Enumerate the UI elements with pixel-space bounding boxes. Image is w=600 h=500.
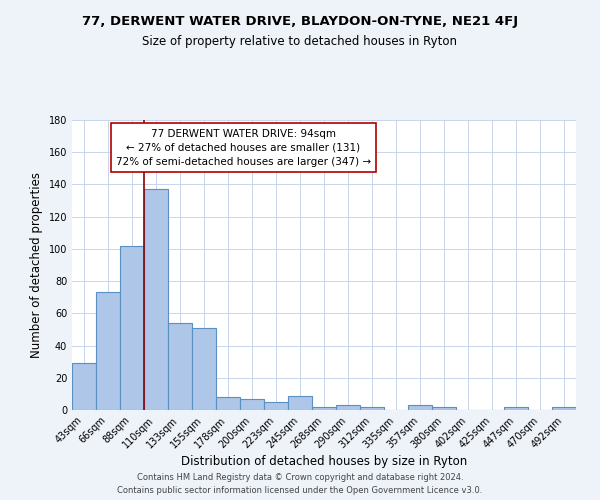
Bar	[288, 396, 312, 410]
Bar	[504, 407, 528, 410]
Bar	[432, 407, 456, 410]
Bar	[408, 405, 432, 410]
Bar	[72, 364, 96, 410]
X-axis label: Distribution of detached houses by size in Ryton: Distribution of detached houses by size …	[181, 456, 467, 468]
Text: Contains public sector information licensed under the Open Government Licence v3: Contains public sector information licen…	[118, 486, 482, 495]
Bar	[552, 407, 576, 410]
Bar	[144, 190, 168, 410]
Y-axis label: Number of detached properties: Number of detached properties	[30, 172, 43, 358]
Bar	[120, 246, 144, 410]
Bar	[336, 405, 360, 410]
Bar	[360, 407, 384, 410]
Text: 77 DERWENT WATER DRIVE: 94sqm
← 27% of detached houses are smaller (131)
72% of : 77 DERWENT WATER DRIVE: 94sqm ← 27% of d…	[116, 128, 371, 166]
Text: 77, DERWENT WATER DRIVE, BLAYDON-ON-TYNE, NE21 4FJ: 77, DERWENT WATER DRIVE, BLAYDON-ON-TYNE…	[82, 15, 518, 28]
Bar	[312, 407, 336, 410]
Bar	[168, 323, 192, 410]
Bar	[96, 292, 120, 410]
Text: Contains HM Land Registry data © Crown copyright and database right 2024.: Contains HM Land Registry data © Crown c…	[137, 474, 463, 482]
Bar	[192, 328, 216, 410]
Bar	[216, 397, 240, 410]
Bar	[264, 402, 288, 410]
Bar	[240, 398, 264, 410]
Text: Size of property relative to detached houses in Ryton: Size of property relative to detached ho…	[143, 35, 458, 48]
